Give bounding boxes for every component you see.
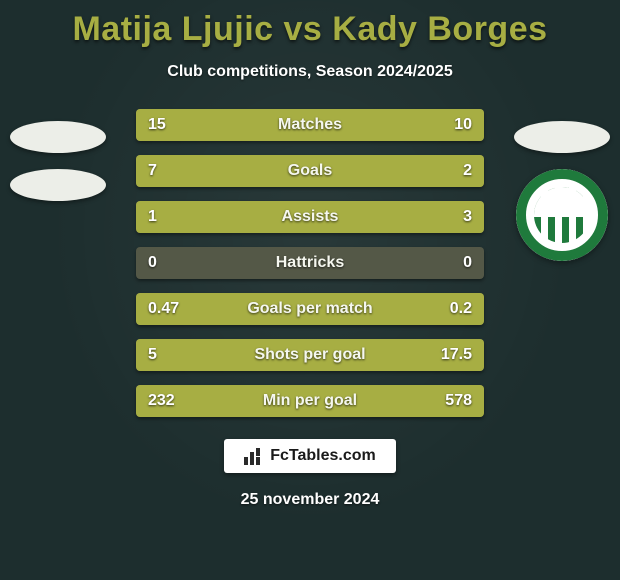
crest-text-bottom: BPEST. IX. K 1899 [516, 254, 608, 260]
ferencvaros-crest: FERENCVÁROSI TORNA CLUB BPEST. IX. K 189… [516, 169, 608, 261]
stat-value-right: 0.2 [434, 300, 472, 318]
stat-value-left: 1 [148, 208, 186, 226]
comparison-chart: FERENCVÁROSI TORNA CLUB BPEST. IX. K 189… [0, 109, 620, 417]
stat-label: Goals per match [186, 300, 434, 318]
bar-overlay: 1Assists3 [136, 201, 484, 233]
player2-badges: FERENCVÁROSI TORNA CLUB BPEST. IX. K 189… [514, 121, 610, 261]
club-badge-placeholder [10, 121, 106, 153]
bar-overlay: 7Goals2 [136, 155, 484, 187]
bar-overlay: 0Hattricks0 [136, 247, 484, 279]
stat-label: Shots per goal [186, 346, 434, 364]
stat-value-right: 578 [434, 392, 472, 410]
stat-value-right: 10 [434, 116, 472, 134]
stat-bars: 15Matches107Goals21Assists30Hattricks00.… [136, 109, 484, 417]
watermark-label: FcTables.com [270, 447, 376, 465]
stat-value-left: 0 [148, 254, 186, 272]
club-badge-placeholder [10, 169, 106, 201]
season-subtitle: Club competitions, Season 2024/2025 [0, 63, 620, 81]
stat-value-left: 5 [148, 346, 186, 364]
stat-row: 5Shots per goal17.5 [136, 339, 484, 371]
bar-overlay: 15Matches10 [136, 109, 484, 141]
stat-value-right: 0 [434, 254, 472, 272]
stat-row: 232Min per goal578 [136, 385, 484, 417]
stat-value-right: 17.5 [434, 346, 472, 364]
page-title: Matija Ljujic vs Kady Borges [0, 10, 620, 49]
fctables-watermark: FcTables.com [224, 439, 396, 473]
bar-overlay: 232Min per goal578 [136, 385, 484, 417]
snapshot-date: 25 november 2024 [0, 491, 620, 509]
stat-value-left: 15 [148, 116, 186, 134]
stat-label: Matches [186, 116, 434, 134]
player1-badges [10, 121, 106, 201]
club-badge-placeholder [514, 121, 610, 153]
stat-label: Hattricks [186, 254, 434, 272]
stat-value-left: 0.47 [148, 300, 186, 318]
stat-label: Assists [186, 208, 434, 226]
bar-chart-icon [244, 447, 264, 465]
stat-label: Min per goal [186, 392, 434, 410]
stat-row: 7Goals2 [136, 155, 484, 187]
stat-label: Goals [186, 162, 434, 180]
stat-value-left: 7 [148, 162, 186, 180]
stat-value-left: 232 [148, 392, 186, 410]
stat-row: 0.47Goals per match0.2 [136, 293, 484, 325]
stat-value-right: 3 [434, 208, 472, 226]
stat-value-right: 2 [434, 162, 472, 180]
bar-overlay: 5Shots per goal17.5 [136, 339, 484, 371]
stat-row: 1Assists3 [136, 201, 484, 233]
stat-row: 15Matches10 [136, 109, 484, 141]
bar-overlay: 0.47Goals per match0.2 [136, 293, 484, 325]
stat-row: 0Hattricks0 [136, 247, 484, 279]
